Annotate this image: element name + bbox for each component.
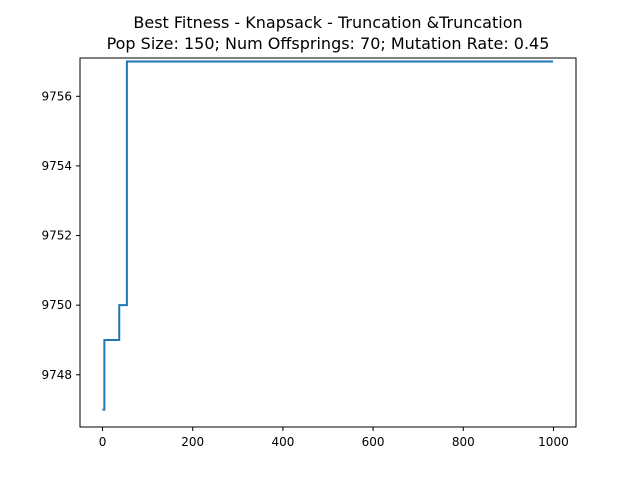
axes-frame xyxy=(79,57,577,428)
x-axis: 0 200 400 600 800 1000 xyxy=(99,427,569,449)
x-tick-label: 200 xyxy=(181,435,204,449)
y-tick-label: 9748 xyxy=(41,368,72,382)
chart-title-line-2: Pop Size: 150; Num Offsprings: 70; Mutat… xyxy=(107,34,550,53)
x-tick-label: 600 xyxy=(362,435,385,449)
x-tick-label: 1000 xyxy=(538,435,569,449)
series-line-0 xyxy=(102,60,553,411)
plot-area xyxy=(102,60,553,411)
y-tick-label: 9756 xyxy=(41,89,72,103)
y-axis: 9748 9750 9752 9754 9756 xyxy=(41,89,80,382)
x-tick-label: 400 xyxy=(271,435,294,449)
chart-title-line-1: Best Fitness - Knapsack - Truncation &Tr… xyxy=(133,13,522,32)
y-tick-label: 9750 xyxy=(41,298,72,312)
y-tick-label: 9754 xyxy=(41,159,72,173)
x-tick-label: 0 xyxy=(99,435,107,449)
x-tick-label: 800 xyxy=(452,435,475,449)
y-tick-label: 9752 xyxy=(41,229,72,243)
